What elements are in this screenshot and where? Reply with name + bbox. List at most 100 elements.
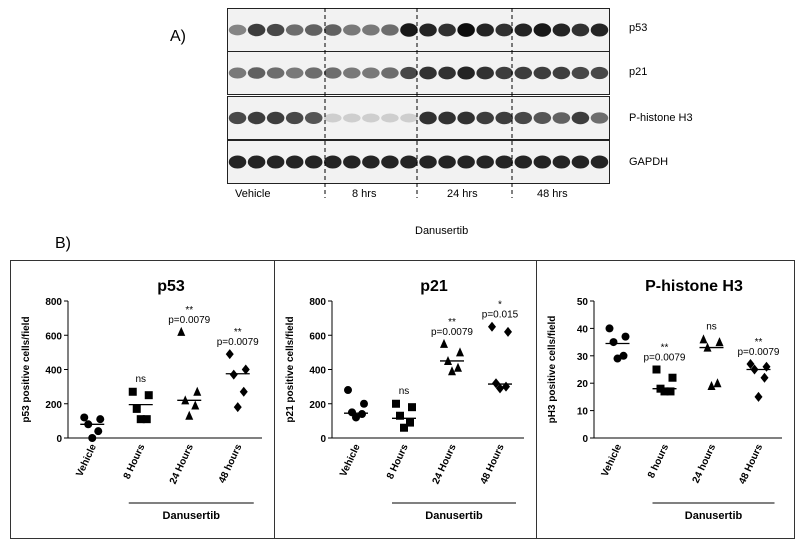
data-point <box>142 415 151 424</box>
panel-a-label: A) <box>170 28 186 45</box>
data-point <box>233 402 242 413</box>
data-point <box>144 391 153 400</box>
blot-band <box>400 23 418 37</box>
data-point <box>715 337 724 347</box>
data-point <box>344 386 352 395</box>
y-tick-label: 600 <box>45 331 62 342</box>
significance-label: ns <box>135 374 146 385</box>
blot-band <box>457 155 475 169</box>
blot-band <box>343 67 361 79</box>
blot-band <box>228 155 247 169</box>
data-point <box>456 347 464 357</box>
scatter-chart-p21: p21 0 200 400 600 800 p21 positive cells/field… <box>285 278 524 522</box>
data-point <box>652 365 661 374</box>
blot-band <box>495 155 513 169</box>
data-point <box>358 410 366 419</box>
y-tick-label: 0 <box>56 434 62 445</box>
data-point <box>605 324 614 333</box>
x-tick-label: 8 hours <box>646 442 671 480</box>
blot-band <box>533 112 552 124</box>
data-point <box>707 380 716 390</box>
significance-label: * <box>498 300 502 311</box>
blot-band <box>438 111 456 125</box>
data-point <box>191 400 200 410</box>
data-point <box>88 434 97 442</box>
blot-band <box>266 23 285 37</box>
data-point <box>406 418 414 427</box>
p-value-label: p=0.0079 <box>168 315 210 326</box>
blot-band <box>304 24 323 36</box>
blot-gapdh-bands <box>228 155 609 169</box>
p-value-label: p=0.0079 <box>431 327 473 338</box>
data-point <box>621 332 630 341</box>
blot-phistone <box>227 96 610 140</box>
data-point <box>225 349 234 360</box>
blot-band <box>571 23 590 37</box>
blot-band <box>552 112 571 124</box>
blot-band <box>381 155 399 169</box>
blot-band <box>590 112 609 124</box>
blot-band <box>457 111 475 125</box>
blot-band <box>324 24 342 36</box>
y-tick-label: 10 <box>577 407 589 418</box>
blot-band <box>571 111 590 125</box>
blot-band <box>228 24 247 36</box>
data-point <box>496 383 504 394</box>
y-tick-label: 0 <box>582 434 588 445</box>
blot-band <box>304 112 323 124</box>
chart-title: p21 <box>420 278 448 295</box>
blot-band <box>495 111 513 125</box>
blot-band <box>438 23 456 37</box>
blot-band <box>381 24 399 36</box>
blot-band <box>533 23 552 37</box>
significance-label: ** <box>448 317 456 328</box>
blot-p21 <box>227 51 610 95</box>
blot-band <box>590 155 609 169</box>
blot-band <box>362 113 380 123</box>
significance-label: ** <box>185 305 193 316</box>
blot-band <box>571 155 590 169</box>
blot-band <box>571 66 590 80</box>
group-label-vehicle: Vehicle <box>235 188 271 200</box>
blot-band <box>381 113 399 123</box>
data-point <box>762 361 771 372</box>
blot-band <box>419 23 437 37</box>
blot-band <box>514 23 533 37</box>
y-tick-label: 40 <box>577 324 589 335</box>
data-point <box>128 387 137 396</box>
y-axis-label: pH3 positive cells/field <box>547 316 558 424</box>
data-point <box>502 381 510 392</box>
p-value-label: p=0.0079 <box>644 353 686 364</box>
data-point <box>408 403 416 412</box>
blot-band <box>476 155 494 169</box>
blot-band <box>514 155 533 169</box>
data-point <box>613 354 622 363</box>
blot-band <box>552 66 571 80</box>
data-point <box>454 362 462 372</box>
data-point <box>193 386 202 396</box>
blot-band <box>533 66 552 80</box>
blot-band <box>285 67 304 79</box>
blot-band <box>419 155 437 169</box>
p-value-label: p=0.015 <box>482 310 519 321</box>
y-tick-label: 50 <box>577 297 589 308</box>
y-tick-label: 20 <box>577 379 589 390</box>
blot-band <box>400 155 418 169</box>
y-tick-label: 30 <box>577 352 589 363</box>
blot-band <box>419 66 437 80</box>
group-label-8hrs: 8 hrs <box>352 188 377 200</box>
treatment-label: Danusertib <box>415 225 469 237</box>
blot-band <box>495 66 513 80</box>
panel-b-label: B) <box>55 235 71 252</box>
x-tick-label: 8 Hours <box>122 442 148 481</box>
blot-band <box>400 66 418 80</box>
data-point <box>699 334 708 344</box>
data-point <box>619 351 628 360</box>
blot-band <box>381 67 399 79</box>
blot-band <box>419 111 437 125</box>
data-point <box>400 423 408 432</box>
blot-band <box>247 111 266 125</box>
significance-label: ** <box>755 337 763 348</box>
p-value-label: p=0.0079 <box>738 347 780 358</box>
data-point <box>392 399 400 408</box>
